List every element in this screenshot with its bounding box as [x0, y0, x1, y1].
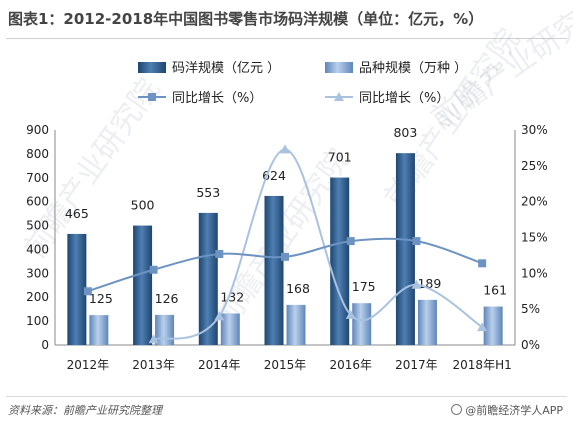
line-marker-square [149, 265, 158, 274]
legend-label: 同比增长（%） [172, 91, 262, 106]
line-marker-triangle [280, 144, 290, 154]
y-left-tick-label: 900 [26, 123, 49, 137]
brand-credit: @前瞻经济学人APP [451, 402, 563, 418]
bar-品种规模 [155, 314, 175, 345]
y-right-tick-label: 10% [521, 266, 548, 280]
legend-label: 同比增长（%） [359, 91, 449, 106]
line-marker-square [83, 287, 92, 296]
legend-marker-square [148, 93, 156, 101]
bar-品种规模 [220, 313, 240, 345]
bar-value-label: 500 [131, 198, 155, 213]
y-left-tick-label: 300 [26, 266, 49, 280]
legend-label: 品种规模（万种 ） [359, 61, 467, 76]
x-tick-label: 2016年 [329, 358, 372, 372]
x-tick-label: 2013年 [132, 358, 175, 372]
bar-品种规模 [89, 315, 109, 345]
chart-title: 图表1：2012-2018年中国图书零售市场码洋规模（单位：亿元，%） [8, 10, 484, 28]
x-tick-label: 2017年 [395, 358, 438, 372]
line-marker-triangle [214, 311, 225, 321]
bar-value-label: 161 [483, 283, 507, 298]
bar-value-label: 126 [155, 291, 179, 306]
legend-marker-triangle [334, 92, 344, 101]
bar-value-label: 553 [196, 185, 220, 200]
y-right-tick-label: 15% [521, 231, 548, 245]
y-right-tick-label: 5% [521, 302, 540, 316]
y-left-tick-label: 500 [26, 219, 49, 233]
brand-logo-icon [451, 404, 463, 415]
y-right-tick-label: 25% [521, 159, 548, 173]
bar-码洋规模 [395, 153, 415, 345]
bar-value-label: 803 [393, 125, 417, 140]
y-left-tick-label: 700 [26, 171, 49, 185]
brand-text: @前瞻经济学人APP [465, 404, 563, 417]
y-right-tick-label: 0% [521, 338, 540, 352]
bar-码洋规模 [264, 195, 284, 345]
y-left-tick-label: 800 [26, 147, 49, 161]
title-divider [6, 38, 567, 39]
line-marker-square [346, 237, 355, 246]
bar-value-label: 175 [352, 279, 376, 294]
line-marker-triangle [411, 279, 422, 289]
bar-码洋规模 [330, 177, 350, 345]
bar-码洋规模 [198, 212, 218, 345]
line-marker-square [215, 249, 224, 258]
y-left-tick-label: 100 [26, 314, 49, 328]
bar-value-label: 465 [65, 206, 89, 221]
line-marker-triangle [477, 322, 488, 332]
x-tick-label: 2015年 [264, 358, 307, 372]
line-marker-triangle [345, 309, 356, 319]
bar-品种规模 [483, 306, 503, 345]
x-tick-label: 2012年 [67, 358, 110, 372]
y-right-tick-label: 30% [521, 123, 548, 137]
bar-value-label: 132 [220, 289, 244, 304]
legend-swatch-码洋规模 [138, 62, 166, 73]
line-marker-square [281, 252, 289, 261]
legend-swatch-品种规模 [325, 62, 353, 73]
bar-value-label: 125 [89, 291, 113, 306]
x-tick-label: 2018年H1 [453, 358, 512, 372]
line-marker-square [478, 259, 487, 268]
bar-码洋规模 [133, 225, 153, 345]
line-marker-square [412, 237, 421, 246]
footer-divider [6, 396, 567, 397]
bar-品种规模 [286, 304, 306, 345]
y-left-tick-label: 200 [26, 290, 49, 304]
y-left-tick-label: 400 [26, 242, 49, 256]
source-note: 资料来源：前瞻产业研究院整理 [8, 404, 162, 417]
y-right-tick-label: 20% [521, 195, 548, 209]
bar-品种规模 [352, 303, 372, 345]
bar-value-label: 701 [328, 150, 352, 165]
bar-value-label: 168 [286, 281, 310, 296]
y-left-tick-label: 0 [41, 338, 49, 352]
bar-品种规模 [417, 299, 437, 345]
legend-label: 码洋规模（亿元 ） [172, 61, 280, 76]
y-left-tick-label: 600 [26, 195, 49, 209]
line-marker-triangle [148, 334, 159, 344]
bar-码洋规模 [67, 233, 87, 345]
x-tick-label: 2014年 [198, 358, 241, 372]
